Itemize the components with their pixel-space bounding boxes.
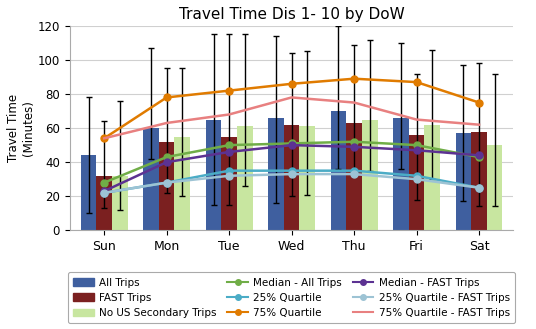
Bar: [143, 128, 159, 230]
Bar: [221, 137, 237, 230]
Title: Travel Time Dis 1- 10 by DoW: Travel Time Dis 1- 10 by DoW: [178, 7, 405, 22]
Bar: [425, 125, 440, 230]
Bar: [300, 126, 315, 230]
Legend: All Trips, FAST Trips, No US Secondary Trips, Median - All Trips, 25% Quartile, : All Trips, FAST Trips, No US Secondary T…: [68, 272, 515, 323]
Bar: [362, 119, 377, 230]
Bar: [409, 135, 425, 230]
Bar: [471, 132, 487, 230]
Bar: [268, 118, 284, 230]
Bar: [206, 119, 221, 230]
Bar: [346, 123, 362, 230]
Bar: [393, 118, 409, 230]
Bar: [81, 155, 96, 230]
Bar: [96, 176, 112, 230]
Bar: [487, 145, 502, 230]
Bar: [284, 125, 300, 230]
Y-axis label: Travel Time
(Minutes): Travel Time (Minutes): [7, 94, 35, 162]
Bar: [174, 137, 190, 230]
Bar: [237, 126, 252, 230]
Bar: [159, 142, 174, 230]
Bar: [331, 111, 346, 230]
Bar: [456, 133, 471, 230]
Bar: [112, 176, 128, 230]
